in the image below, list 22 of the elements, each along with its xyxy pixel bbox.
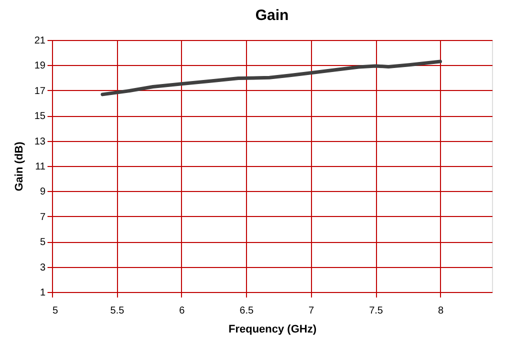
y-axis-title: Gain (dB) (13, 141, 26, 192)
y-tick-label: 1 (40, 288, 46, 298)
y-tick-label: 15 (34, 111, 46, 122)
x-tick-label: 7 (308, 306, 315, 316)
x-tick-label: 6.5 (240, 306, 254, 316)
x-axis-title: Frequency (GHz) (228, 324, 317, 336)
y-tick-label: 5 (40, 237, 46, 248)
x-tick-label: 8 (438, 306, 444, 316)
y-tick-label: 7 (40, 212, 46, 223)
x-tick-label: 7.5 (369, 306, 384, 316)
line-series (100, 60, 442, 96)
x-tick-label: 6 (179, 306, 186, 316)
x-tick-label: 5 (52, 306, 58, 316)
y-tick-label: 19 (34, 60, 46, 72)
y-tick-label: 13 (34, 136, 46, 148)
y-tick-label: 3 (40, 262, 46, 274)
y-tick-label: 11 (35, 162, 46, 172)
y-tick-label: 9 (40, 186, 46, 198)
chart-title: Gain (255, 7, 289, 24)
y-tick-label: 21 (34, 36, 46, 46)
y-tick-label: 17 (34, 86, 46, 97)
x-tick-label: 5.5 (110, 306, 125, 316)
